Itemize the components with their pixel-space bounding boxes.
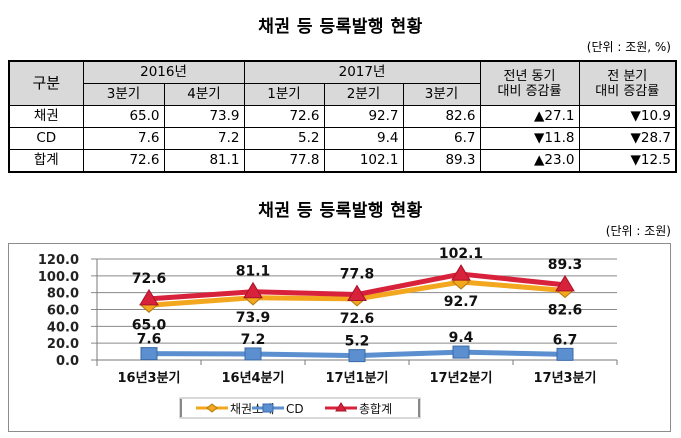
data-label: 77.8 [340,267,375,283]
diamond-legend-icon [206,403,218,413]
data-label: 73.9 [236,310,271,326]
data-label: 72.6 [132,271,167,287]
y-tick-label: 20.0 [47,337,79,352]
table-row: 합계 72.6 81.1 77.8 102.1 89.3 ▲23.0 ▼12.5 [8,149,677,173]
series-triangle: 72.6 81.1 77.8 102.1 89.3 [132,246,583,306]
data-label: 81.1 [236,264,271,280]
legend-item: 총합계 [325,402,392,416]
table-title: 채권 등 등록발행 현황 [258,17,423,37]
cell-value: 72.6 [243,105,325,128]
header-quarter: 1분기 [243,83,325,106]
chart-title: 채권 등 등록발행 현황 [258,201,423,221]
cell-value: 7.2 [163,127,245,150]
square-legend-icon [262,403,274,413]
data-label: 102.1 [439,246,483,262]
cell-value: 5.2 [243,127,325,150]
cell-qoq: ▼28.7 [578,127,677,150]
header-qoq-line1: 전 분기 [607,68,648,84]
data-label: 5.2 [345,334,370,350]
header-quarter: 3분기 [402,83,481,106]
square-marker-icon [556,347,574,361]
x-tick-label: 17년3분기 [533,371,596,386]
cell-yoy: ▲23.0 [479,149,580,173]
header-quarter: 2분기 [323,83,404,106]
y-tick-label: 60.0 [47,304,79,319]
data-label: 7.6 [137,332,162,348]
y-tick-label: 100.0 [38,270,79,285]
triangle-marker-icon [139,288,159,306]
header-category: 구분 [8,60,84,106]
data-label: 92.7 [444,294,479,310]
header-2017: 2017년 [243,60,481,84]
header-yoy-line2: 대비 증감률 [497,83,562,99]
row-label: CD [8,127,84,150]
cell-qoq: ▼10.9 [578,105,677,128]
header-row-years: 구분 2016년 2017년 전년 동기 대비 증감률 전 분기 대비 증감률 [8,60,677,106]
cell-value: 73.9 [163,105,245,128]
y-tick-label: 120.0 [38,253,79,268]
cell-value: 7.6 [82,127,165,150]
series-diamond: 65.0 73.9 72.6 92.7 82.6 [132,274,583,333]
triangle-legend-icon [335,402,347,412]
cell-value: 9.4 [323,127,404,150]
x-tick-label: 17년2분기 [429,371,492,386]
data-label: 6.7 [553,332,578,348]
y-tick-label: 0.0 [56,354,79,369]
header-row-quarters: 3분기 4분기 1분기 2분기 3분기 [9,83,676,106]
data-label: 65.0 [132,317,167,333]
table-row: CD 7.6 7.2 5.2 9.4 6.7 ▼11.8 ▼28.7 [8,127,677,150]
cell-value: 92.7 [323,105,404,128]
header-yoy-line1: 전년 동기 [503,68,556,84]
series-square: 7.6 7.2 5.2 9.4 6.7 [137,330,578,363]
header-quarter: 4분기 [163,83,245,106]
chart-unit: (단위 : 조원) [605,224,671,238]
legend-label: CD [286,402,304,416]
legend-item: CD [252,402,304,416]
cell-value: 72.6 [82,149,165,173]
data-label: 82.6 [548,302,583,318]
x-tick-label: 17년1분기 [325,371,388,386]
header-quarter: 3분기 [82,83,165,106]
triangle-marker-icon [243,281,263,299]
triangle-marker-icon [555,274,575,292]
table-row: 채권 65.0 73.9 72.6 92.7 82.6 ▲27.1 ▼10.9 [8,105,677,128]
data-label: 72.6 [340,311,375,327]
triangle-marker-icon [347,284,367,302]
data-label: 9.4 [449,330,474,346]
y-tick-label: 40.0 [47,320,79,335]
square-marker-icon [140,347,158,361]
header-qoq-line2: 대비 증감률 [595,83,660,99]
legend-label: 총합계 [359,402,392,416]
table-unit: (단위 : 조원, %) [586,40,671,54]
data-label: 7.2 [241,332,266,348]
cell-yoy: ▼11.8 [479,127,580,150]
chart-legend: 채권소계CD총합계 [179,397,421,419]
registration-table: 구분 2016년 2017년 전년 동기 대비 증감률 전 분기 대비 증감률 … [8,60,677,173]
square-marker-icon [348,349,366,363]
triangle-marker-icon [451,264,471,281]
square-marker-icon [452,345,470,359]
header-2016: 2016년 [82,60,245,84]
cell-value: 81.1 [163,149,245,173]
row-label: 채권 [8,105,84,128]
cell-qoq: ▼12.5 [578,149,677,173]
square-marker-icon [244,347,262,361]
data-label: 89.3 [548,257,583,273]
x-tick-label: 16년3분기 [117,371,180,386]
y-tick-label: 80.0 [47,287,79,302]
cell-value: 102.1 [323,149,404,173]
chart-frame [8,243,671,432]
x-tick-label: 16년4분기 [221,371,284,386]
